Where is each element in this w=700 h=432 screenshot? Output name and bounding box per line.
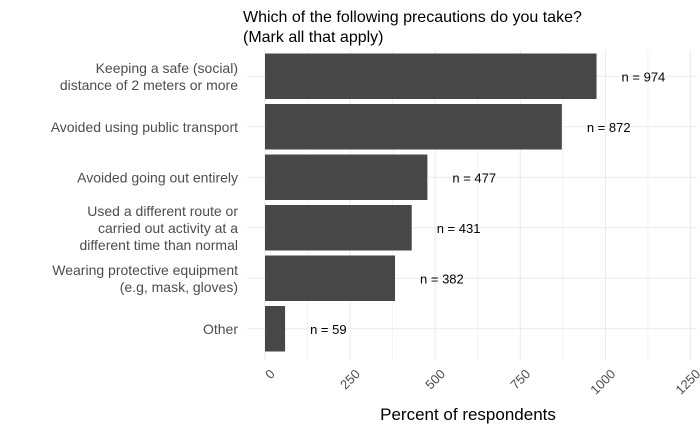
x-axis-title: Percent of respondents [380,405,556,424]
x-tick-label: 750 [507,366,533,392]
bar-value-label: n = 477 [452,170,496,185]
category-label: Wearing protective equipment (e.g, mask, … [52,262,238,295]
bar-value-label: n = 974 [622,69,666,84]
category-label-line: Wearing protective equipment [52,262,238,278]
category-label-line: Avoided using public transport [51,119,238,135]
category-labels: Keeping a safe (social) distance of 2 met… [51,60,239,337]
x-tick-label: 250 [337,366,363,392]
bar [265,306,286,352]
bar-value-label: n = 59 [310,322,347,337]
bar-value-label: n = 431 [437,221,481,236]
category-label-line: (e.g, mask, gloves) [120,279,238,295]
category-label-line: carried out activity at a [98,220,238,236]
bar [265,154,428,200]
category-label-line: different time than normal [80,237,239,253]
bar [265,205,412,251]
bar [265,53,597,99]
category-label: Used a different route or carried out act… [80,203,239,253]
category-label: Avoided going out entirely [77,169,238,185]
category-label-line: Used a different route or [87,203,238,219]
category-label-line: distance of 2 meters or more [60,77,238,93]
x-tick-label: 1000 [587,366,618,397]
bars [265,53,597,352]
category-label: Other [203,321,238,337]
bar [265,104,562,150]
category-label: Keeping a safe (social) distance of 2 met… [60,60,238,93]
x-tick-labels: 0 250 500 750 1000 1250 [262,366,700,397]
x-tick-label: 1250 [672,366,700,397]
category-label-line: Avoided going out entirely [77,169,238,185]
category-label: Avoided using public transport [51,119,238,135]
x-tick-label: 500 [422,366,448,392]
x-tick-label: 0 [262,366,278,382]
chart-title: Which of the following precautions do yo… [243,9,582,46]
chart-title-line: (Mark all that apply) [243,29,384,46]
bar-value-label: n = 382 [420,271,464,286]
category-label-line: Keeping a safe (social) [96,60,238,76]
chart-title-line: Which of the following precautions do yo… [243,9,582,26]
category-label-line: Other [203,321,238,337]
bar [265,255,396,301]
bar-value-label: n = 872 [587,120,631,135]
bar-value-labels: n = 974 n = 872 n = 477 n = 431 n = 382 n = 5… [310,69,665,337]
